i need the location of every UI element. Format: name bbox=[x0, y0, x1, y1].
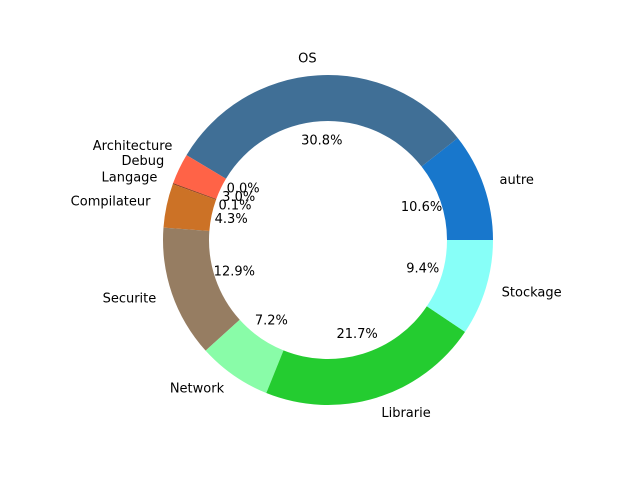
pct-compilateur: 4.3% bbox=[215, 212, 248, 227]
label-securite: Securite bbox=[103, 291, 157, 306]
donut-slices bbox=[163, 75, 493, 405]
label-network: Network bbox=[170, 381, 225, 396]
pct-network: 7.2% bbox=[255, 314, 288, 329]
slice-debug bbox=[173, 155, 226, 199]
label-os: OS bbox=[298, 51, 316, 66]
slice-langage bbox=[172, 183, 217, 200]
slice-os bbox=[186, 75, 458, 179]
pct-debug: 3.0% bbox=[222, 190, 255, 205]
pct-autre: 10.6% bbox=[401, 200, 442, 215]
slice-compilateur bbox=[163, 184, 217, 232]
slice-securite bbox=[163, 227, 240, 351]
pct-architecture: 0.0% bbox=[227, 182, 260, 197]
slice-autre bbox=[421, 138, 493, 240]
pct-langage: 0.1% bbox=[218, 199, 251, 214]
label-langage: Langage bbox=[102, 170, 158, 185]
label-autre: autre bbox=[500, 173, 534, 188]
label-architecture: Architecture bbox=[93, 139, 173, 154]
percent-labels: 10.6% 30.8% 0.0%3.0%0.1%4.3% 12.9% 7.2% 21.7%… bbox=[214, 134, 443, 342]
label-librarie: Librarie bbox=[381, 406, 430, 421]
pct-stockage: 9.4% bbox=[406, 261, 439, 276]
slice-network bbox=[205, 319, 284, 394]
label-stockage: Stockage bbox=[502, 285, 562, 300]
slice-librarie bbox=[266, 306, 466, 405]
pct-securite: 12.9% bbox=[214, 265, 255, 280]
pct-librarie: 21.7% bbox=[336, 327, 377, 342]
pct-os: 30.8% bbox=[301, 134, 342, 149]
label-debug: Debug bbox=[121, 154, 164, 169]
slice-stockage bbox=[426, 240, 493, 332]
label-compilateur: Compilateur bbox=[71, 195, 151, 210]
